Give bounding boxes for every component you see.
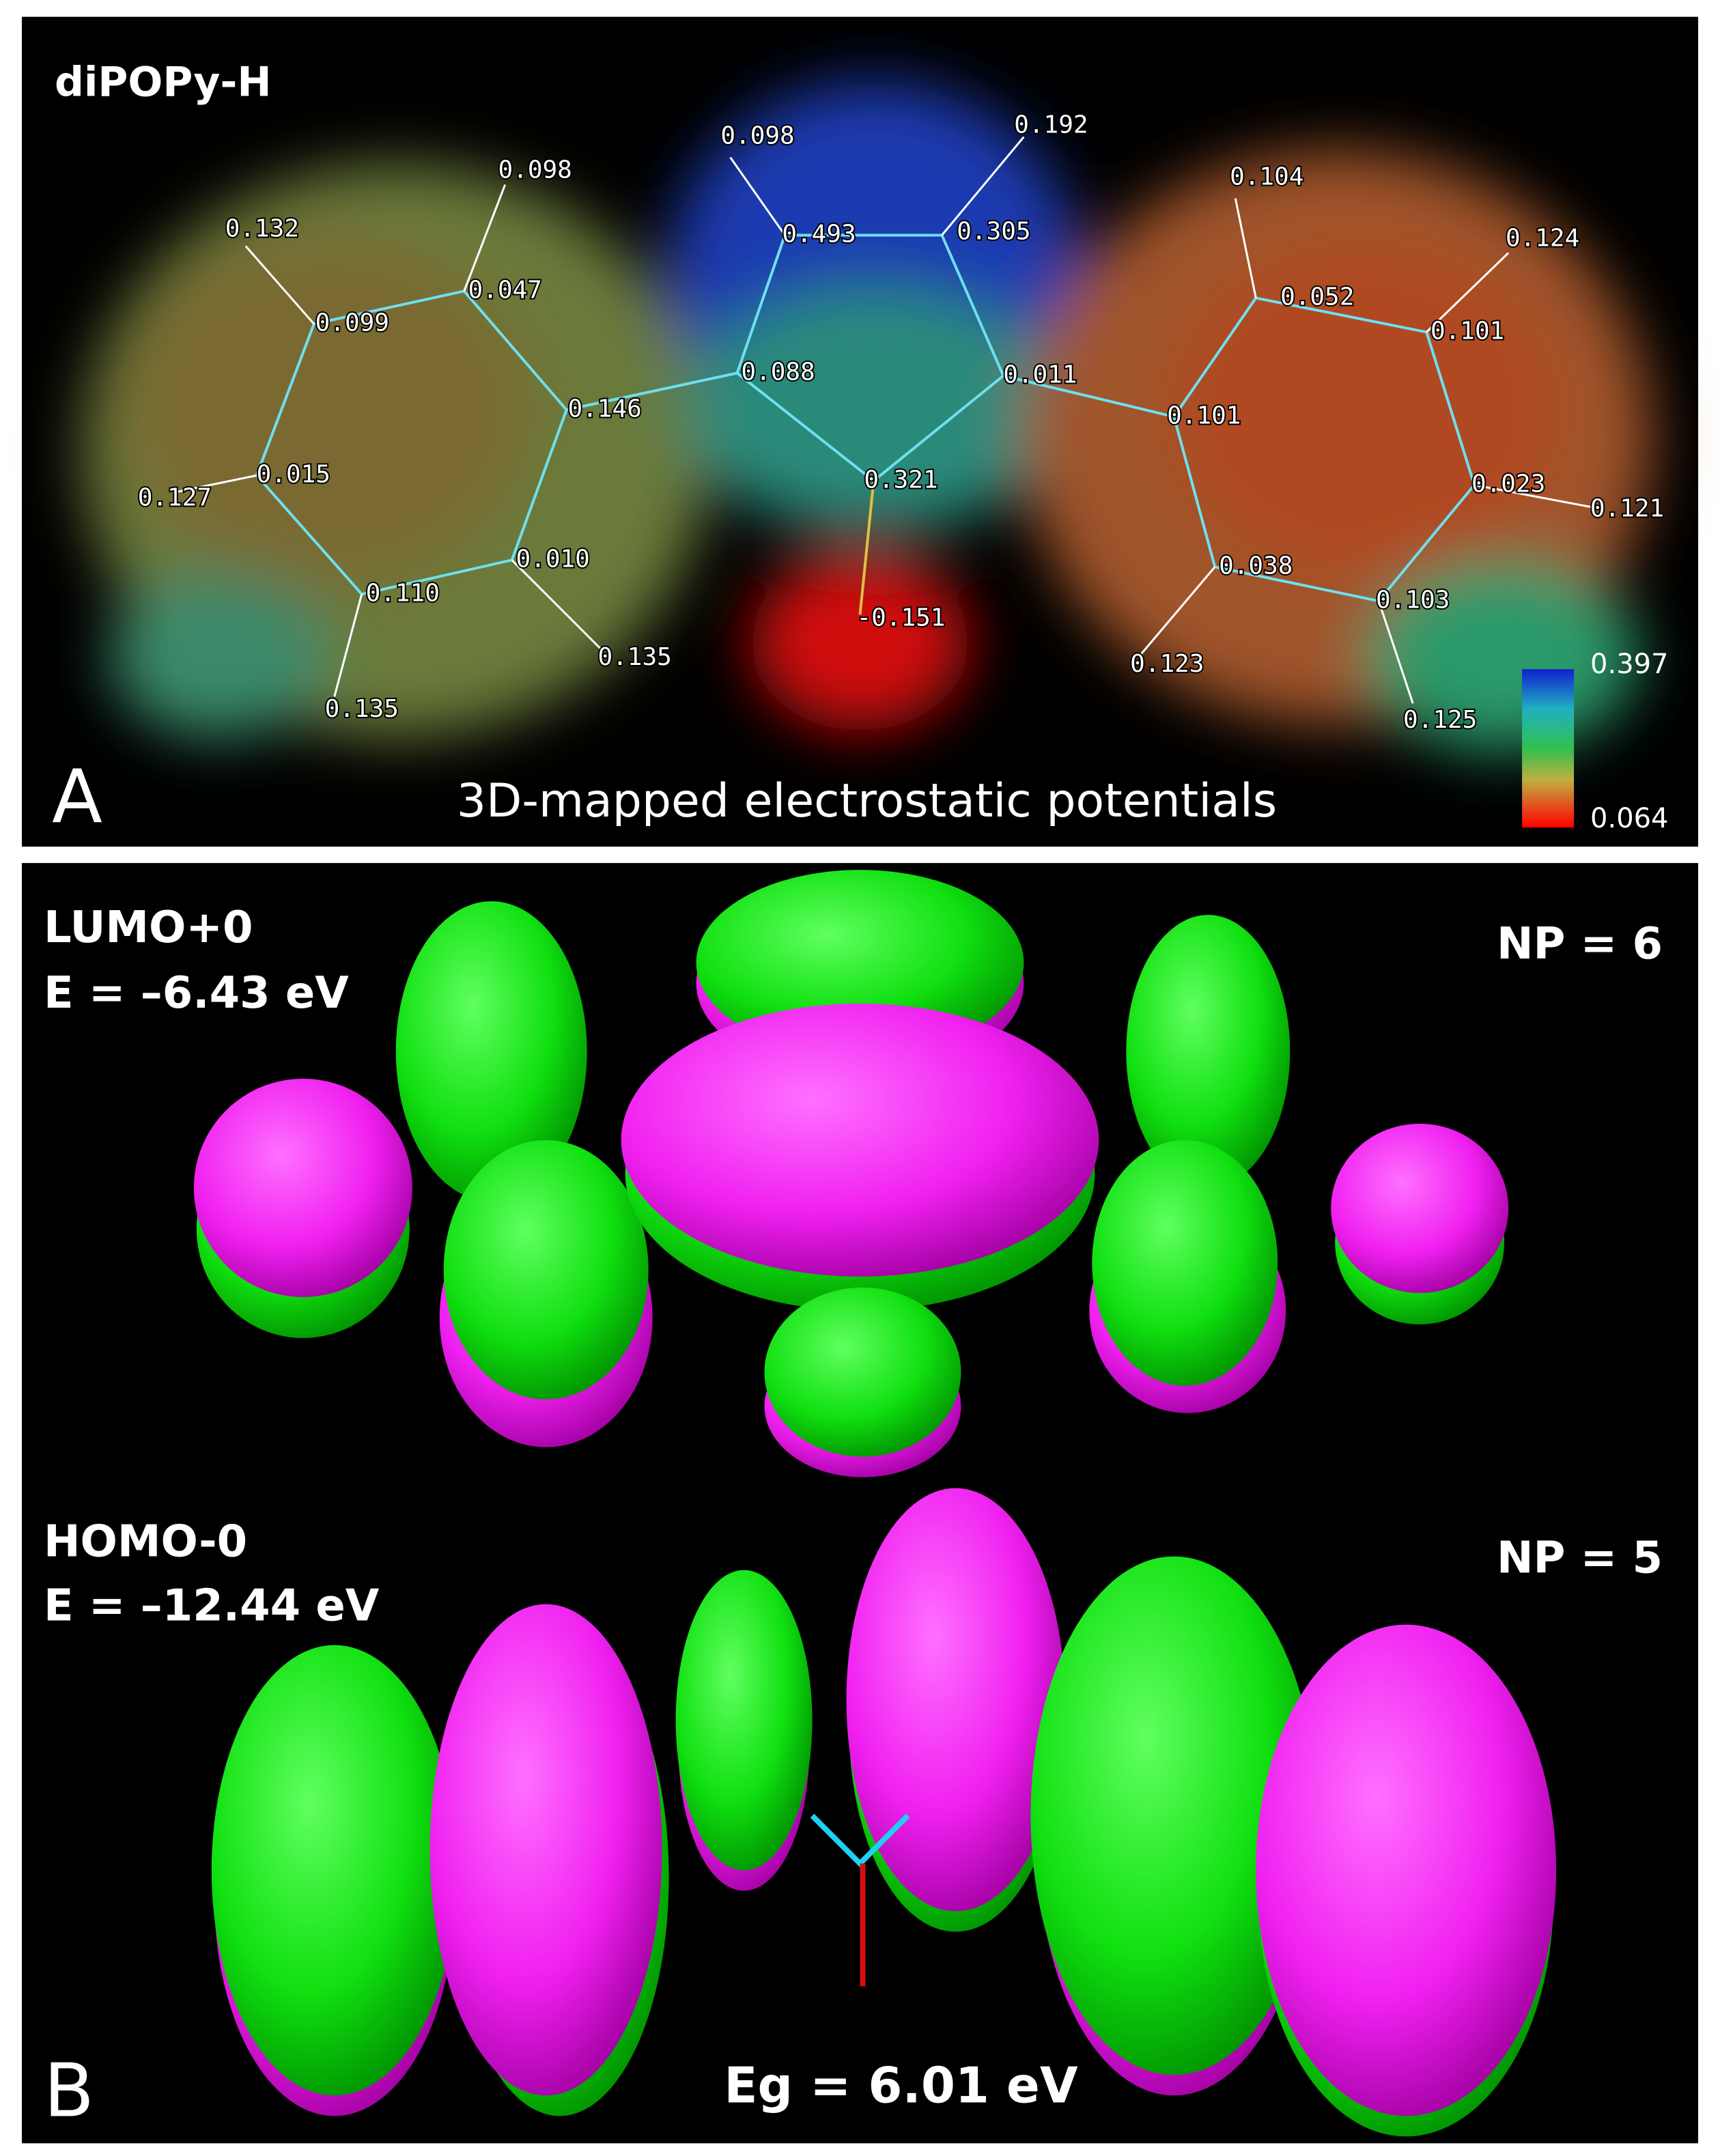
atom-charge: 0.023 bbox=[1471, 470, 1545, 498]
atom-charge: 0.101 bbox=[1430, 317, 1504, 345]
atom-charge: 0.011 bbox=[1003, 360, 1077, 388]
atom-charge: 0.047 bbox=[468, 276, 542, 304]
atom-charge: 0.098 bbox=[720, 122, 794, 150]
nodal-planes: NP = 6 bbox=[1497, 919, 1663, 969]
molecule-name: diPOPy-H bbox=[55, 59, 272, 107]
atom-charge: 0.305 bbox=[957, 217, 1030, 245]
h-bonds bbox=[177, 136, 1598, 704]
atom-charge: 0.192 bbox=[1014, 111, 1088, 139]
atom-charge: 0.101 bbox=[1167, 401, 1241, 429]
atom-charge: 0.104 bbox=[1230, 163, 1303, 191]
atom-charge: 0.125 bbox=[1403, 706, 1477, 734]
orbitals bbox=[193, 870, 1557, 2137]
colorbar-min: 0.064 bbox=[1590, 803, 1668, 834]
atom-charge: 0.098 bbox=[498, 156, 572, 184]
orbital-name: HOMO-0 bbox=[44, 1517, 247, 1568]
atom-charge: 0.135 bbox=[325, 695, 399, 723]
atom-charge: 0.135 bbox=[597, 643, 671, 671]
atom-charge: 0.321 bbox=[864, 466, 937, 494]
atom-charge: 0.052 bbox=[1280, 283, 1354, 311]
atom-charge: 0.493 bbox=[782, 220, 856, 248]
orbital-energy: E = –12.44 eV bbox=[44, 1581, 380, 1632]
atom-charge: 0.146 bbox=[568, 395, 642, 423]
atom-charge: 0.124 bbox=[1506, 224, 1579, 252]
orbital-energy: E = –6.43 eV bbox=[44, 968, 349, 1019]
atom-charge: 0.132 bbox=[225, 214, 299, 242]
atom-charge: 0.103 bbox=[1376, 586, 1450, 614]
atom-charge: -0.151 bbox=[857, 604, 946, 632]
colorbar bbox=[1522, 669, 1575, 828]
atom-charge: 0.015 bbox=[257, 460, 330, 488]
nodal-planes: NP = 5 bbox=[1497, 1533, 1663, 1584]
atom-charge: 0.038 bbox=[1219, 552, 1293, 580]
atom-charge: 0.121 bbox=[1590, 494, 1664, 522]
atom-charge: 0.127 bbox=[138, 483, 212, 511]
atom-charge: 0.088 bbox=[741, 358, 815, 386]
energy-gap: Eg = 6.01 eV bbox=[724, 2056, 1078, 2114]
atom-charge: 0.099 bbox=[315, 309, 389, 337]
atom-charge: 0.010 bbox=[516, 545, 590, 573]
atom-charge: 0.110 bbox=[366, 579, 440, 607]
orbital-name: LUMO+0 bbox=[44, 903, 253, 953]
colorbar-max: 0.397 bbox=[1590, 649, 1668, 680]
panel-label: A bbox=[52, 754, 102, 840]
atom-charge: 0.123 bbox=[1130, 650, 1204, 678]
caption: 3D-mapped electrostatic potentials bbox=[457, 774, 1277, 828]
panel-label: B bbox=[44, 2048, 94, 2133]
potential-surface bbox=[81, 82, 1652, 752]
